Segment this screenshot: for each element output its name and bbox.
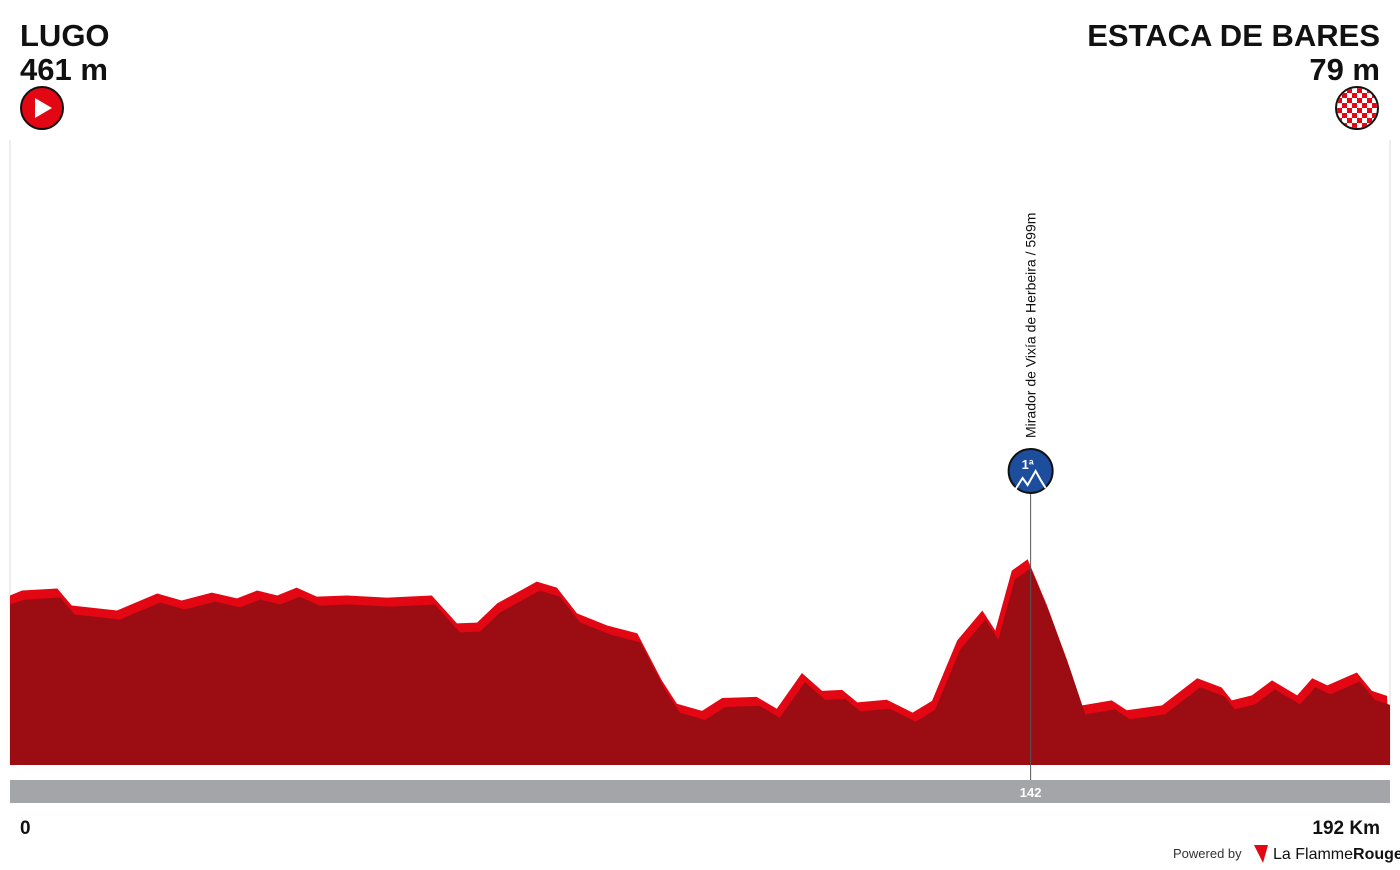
brand-b: Rouge <box>1353 846 1400 863</box>
checker <box>1337 108 1342 113</box>
start-elevation: 461 m <box>20 52 108 87</box>
checker <box>1342 113 1347 118</box>
checker <box>1352 113 1357 118</box>
checker <box>1342 93 1347 98</box>
x-tick-label: 192 Km <box>1312 818 1380 839</box>
checker <box>1357 88 1362 93</box>
checker <box>1362 103 1367 108</box>
checker <box>1372 103 1377 108</box>
profile <box>10 559 1390 765</box>
checker <box>1372 113 1377 118</box>
start-icon <box>20 86 64 130</box>
finish-icon <box>1335 86 1379 130</box>
climb-mountains <box>1014 468 1047 490</box>
checker <box>1342 103 1347 108</box>
checker <box>1347 118 1352 123</box>
checker <box>1357 118 1362 123</box>
finish-elevation: 79 m <box>1309 52 1380 87</box>
checker <box>1367 118 1372 123</box>
brand-a: La Flamme <box>1273 846 1353 863</box>
checker <box>1347 88 1352 93</box>
climb-name: Mirador de Vixía de Herbeira / 599m <box>1023 213 1039 438</box>
checker <box>1372 123 1377 128</box>
climb-category: 1ª <box>1022 457 1034 472</box>
powered-by: Powered by <box>1173 846 1242 861</box>
checker <box>1367 98 1372 103</box>
finish-name: ESTACA DE BARES <box>1087 18 1380 53</box>
checker <box>1362 123 1367 128</box>
start-name: LUGO <box>20 18 110 53</box>
checker <box>1352 103 1357 108</box>
x-tick-label: 0 <box>20 818 31 839</box>
distance-bar <box>10 780 1390 803</box>
checker <box>1352 123 1357 128</box>
checker <box>1362 93 1367 98</box>
checker <box>1347 98 1352 103</box>
checker <box>1352 93 1357 98</box>
brand: La FlammeRouge <box>1273 846 1400 863</box>
checker <box>1362 113 1367 118</box>
km-label: 142 <box>1020 785 1042 800</box>
checker <box>1357 98 1362 103</box>
brand-logo <box>1254 845 1268 863</box>
checker <box>1367 108 1372 113</box>
checker <box>1347 108 1352 113</box>
checker <box>1357 108 1362 113</box>
checker <box>1337 98 1342 103</box>
checker <box>1337 88 1342 93</box>
profile-area <box>10 568 1390 765</box>
